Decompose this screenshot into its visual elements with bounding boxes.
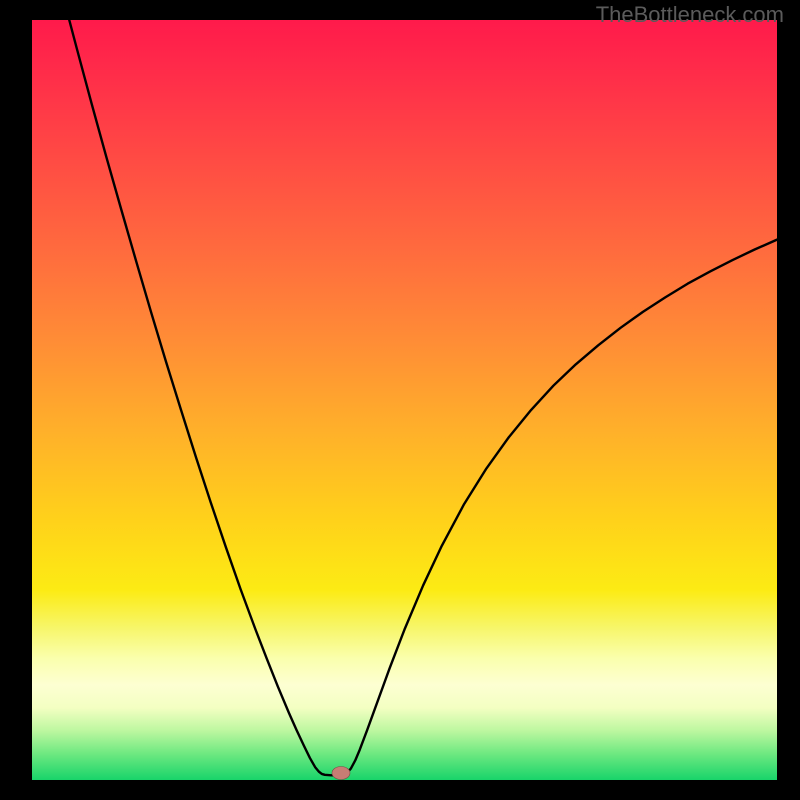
bottleneck-curve bbox=[32, 20, 777, 780]
watermark-text: TheBottleneck.com bbox=[596, 2, 784, 28]
optimum-marker bbox=[330, 765, 352, 780]
plot-area bbox=[32, 20, 777, 780]
